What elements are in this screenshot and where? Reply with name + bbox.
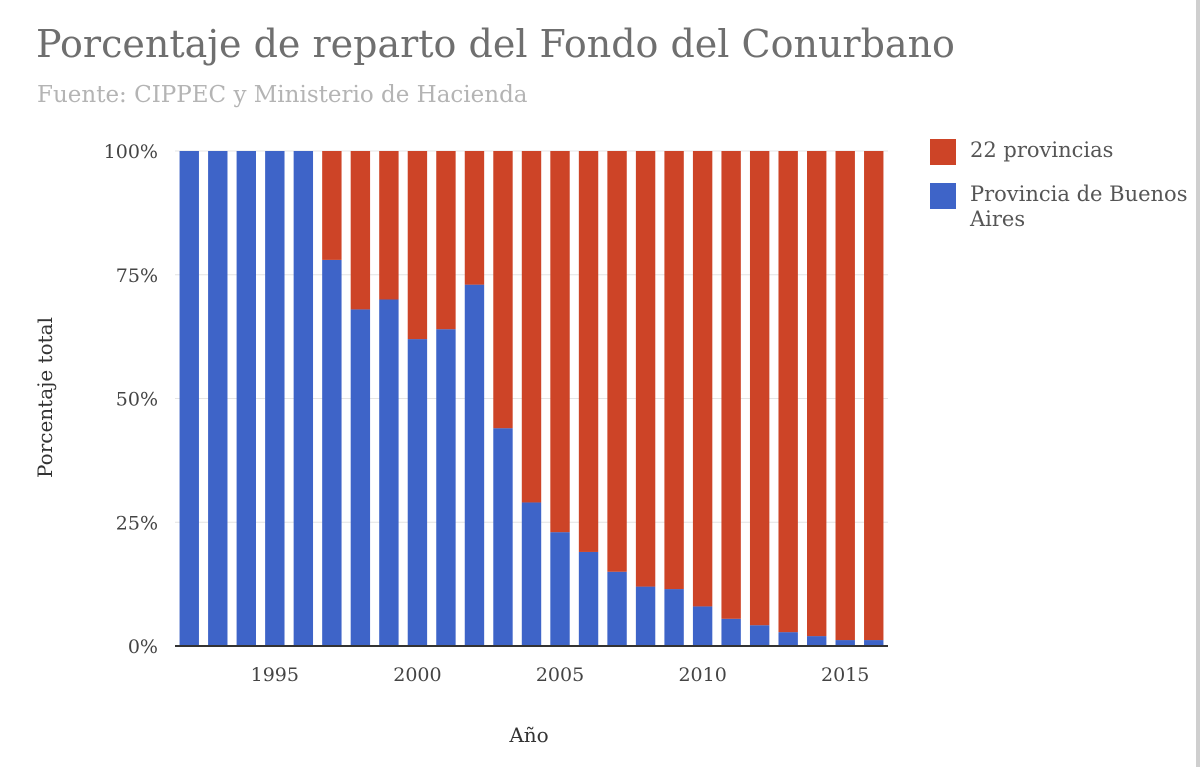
chart-subtitle: Fuente: CIPPEC y Ministerio de Hacienda [37, 82, 528, 108]
bar-provincia-de-buenos-aires-2011 [721, 618, 741, 646]
bar-22-provincias-2008 [635, 151, 656, 587]
x-tick-label: 1995 [251, 664, 299, 686]
bar-provincia-de-buenos-aires-1992 [179, 151, 199, 646]
bar-provincia-de-buenos-aires-1995 [265, 151, 285, 646]
bar-22-provincias-2003 [493, 151, 513, 429]
x-tick-label: 2010 [678, 664, 726, 686]
bar-provincia-de-buenos-aires-2004 [521, 502, 542, 646]
bar-provincia-de-buenos-aires-2007 [607, 571, 627, 646]
bar-22-provincias-2016 [864, 151, 884, 641]
bar-22-provincias-2010 [692, 151, 713, 607]
x-axis-title: Año [508, 723, 548, 747]
bar-provincia-de-buenos-aires-2015 [835, 640, 855, 646]
bar-provincia-de-buenos-aires-2010 [692, 606, 713, 646]
legend-label-22-provincias: 22 provincias [970, 138, 1114, 162]
stacked-bar-chart: 0% 25% 50% 75% 100% 1995 2000 2005 2010 2015 Año Po… [33, 141, 888, 747]
bar-22-provincias-2015 [835, 151, 855, 641]
bar-22-provincias-1998 [350, 151, 371, 310]
bar-provincia-de-buenos-aires-1998 [350, 309, 371, 646]
y-tick-label: 75% [116, 265, 158, 287]
y-tick-label: 100% [104, 141, 158, 163]
bar-22-provincias-2014 [807, 151, 827, 637]
legend-item-22-provincias[interactable]: 22 provincias [930, 138, 1200, 165]
bar-22-provincias-2002 [464, 151, 485, 285]
legend: 22 provincias Provincia de Buenos Aires [930, 138, 1200, 232]
bar-22-provincias-2001 [436, 151, 456, 330]
bar-provincia-de-buenos-aires-2016 [864, 640, 884, 646]
legend-swatch-provincia-de-buenos-aires [930, 183, 956, 209]
bar-provincia-de-buenos-aires-2003 [493, 428, 513, 646]
bar-provincia-de-buenos-aires-2013 [778, 632, 798, 646]
bar-provincia-de-buenos-aires-1999 [379, 299, 399, 646]
bar-provincia-de-buenos-aires-2001 [436, 329, 456, 646]
y-tick-label: 50% [116, 389, 158, 411]
bar-provincia-de-buenos-aires-2006 [578, 551, 599, 646]
bar-22-provincias-2007 [607, 151, 627, 572]
bar-provincia-de-buenos-aires-1997 [322, 259, 342, 646]
bar-provincia-de-buenos-aires-2000 [407, 339, 428, 646]
bar-provincia-de-buenos-aires-2009 [664, 589, 684, 646]
y-tick-label: 25% [116, 512, 158, 534]
bar-22-provincias-2012 [749, 151, 770, 626]
bar-22-provincias-1997 [322, 151, 342, 260]
bar-22-provincias-2005 [550, 151, 570, 533]
right-frame-border [1196, 0, 1200, 767]
bar-22-provincias-2009 [664, 151, 684, 590]
bar-22-provincias-2006 [578, 151, 599, 552]
bar-provincia-de-buenos-aires-1994 [236, 151, 256, 646]
y-axis-title: Porcentaje total [33, 317, 57, 478]
legend-label-provincia-de-buenos-aires: Provincia de Buenos Aires [970, 182, 1188, 231]
bar-22-provincias-2000 [407, 151, 428, 340]
bar-22-provincias-1999 [379, 151, 399, 300]
bar-provincia-de-buenos-aires-2008 [635, 586, 656, 646]
bar-22-provincias-2011 [721, 151, 741, 619]
chart-title: Porcentaje de reparto del Fondo del Conu… [36, 22, 955, 66]
bar-provincia-de-buenos-aires-2005 [550, 532, 570, 646]
bar-provincia-de-buenos-aires-1996 [293, 151, 314, 646]
bar-provincia-de-buenos-aires-1993 [208, 151, 228, 646]
x-tick-label: 2000 [393, 664, 441, 686]
bar-provincia-de-buenos-aires-2014 [807, 636, 827, 646]
bar-22-provincias-2004 [521, 151, 542, 503]
legend-swatch-22-provincias [930, 139, 956, 165]
bar-22-provincias-2013 [778, 151, 798, 633]
x-tick-label: 2005 [536, 664, 584, 686]
legend-item-provincia-de-buenos-aires[interactable]: Provincia de Buenos Aires [930, 182, 1200, 232]
bar-provincia-de-buenos-aires-2012 [749, 625, 770, 646]
x-tick-label: 2015 [821, 664, 869, 686]
y-tick-label: 0% [128, 636, 158, 658]
bar-provincia-de-buenos-aires-2002 [464, 284, 485, 646]
